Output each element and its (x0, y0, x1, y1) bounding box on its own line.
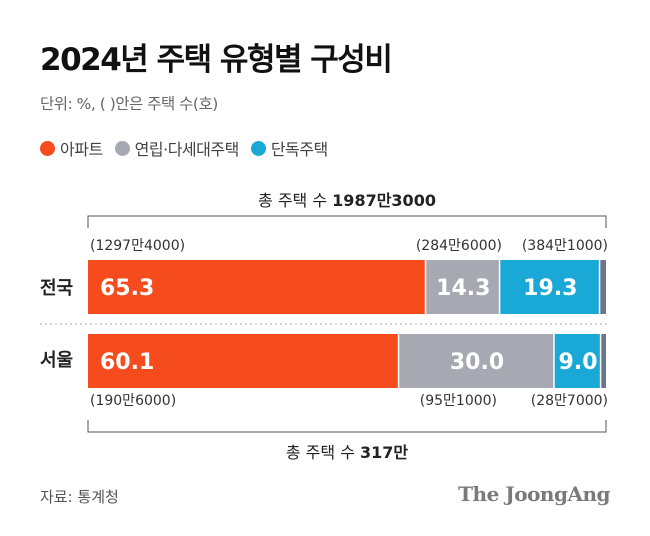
count-seoul-detached: (28만7000) (531, 393, 608, 409)
count-national-multiplex: (284만6000) (416, 238, 502, 254)
bottom-total-bracket (87, 420, 607, 433)
bar-seoul-detached (554, 334, 600, 388)
count-national-detached: (384만1000) (522, 238, 608, 254)
value-label-national-detached: 19.3 (523, 276, 577, 301)
count-national-apartment: (1297만4000) (90, 238, 185, 254)
bar-seoul-apartment (88, 334, 398, 388)
value-label-seoul-detached: 9.0 (559, 350, 598, 375)
legend: 아파트 연립·다세대주택 단독주택 (40, 136, 340, 160)
legend-label-multiplex: 연립·다세대주택 (134, 140, 240, 159)
top-total-bracket (87, 215, 607, 228)
value-label-national-multiplex: 14.3 (436, 276, 490, 301)
bottom-total-value: 317만 (360, 443, 408, 462)
row-label-national: 전국 (40, 278, 73, 299)
legend-item-multiplex: 연립·다세대주택 (114, 136, 240, 160)
value-label-seoul-multiplex: 30.0 (450, 350, 504, 375)
unit-note: 단위: %, ( )안은 주택 수(호) (40, 95, 218, 113)
bar-national-multiplex (426, 260, 499, 314)
chart-title: 2024년 주택 유형별 구성비 (40, 42, 393, 78)
legend-label-apartment: 아파트 (60, 140, 103, 159)
bottom-total-prefix: 총 주택 수 (286, 443, 360, 462)
bar-national-detached (500, 260, 599, 314)
value-label-national-apartment: 65.3 (100, 276, 154, 301)
value-label-seoul-apartment: 60.1 (100, 350, 154, 375)
bar-national-apartment (88, 260, 425, 314)
legend-item-detached: 단독주택 (250, 136, 328, 160)
bar-seoul-multiplex (399, 334, 554, 388)
top-total-prefix: 총 주택 수 (258, 191, 332, 210)
legend-dot-apartment (40, 140, 55, 156)
legend-item-apartment: 아파트 (40, 136, 103, 160)
count-seoul-apartment: (190만6000) (90, 393, 176, 409)
publisher-logo: The JoongAng (458, 482, 610, 506)
legend-dot-multiplex (114, 140, 130, 156)
bottom-total-label: 총 주택 수 317만 (286, 443, 409, 462)
legend-dot-detached (250, 140, 266, 156)
source-note: 자료: 통계청 (40, 488, 119, 506)
top-total-value: 1987만3000 (332, 191, 436, 210)
bar-national-other (600, 260, 606, 314)
row-label-seoul: 서울 (40, 350, 73, 371)
legend-label-detached: 단독주택 (270, 140, 328, 159)
top-total-label: 총 주택 수 1987만3000 (258, 191, 436, 210)
bar-seoul-other (601, 334, 606, 388)
count-seoul-multiplex: (95만1000) (420, 393, 497, 409)
